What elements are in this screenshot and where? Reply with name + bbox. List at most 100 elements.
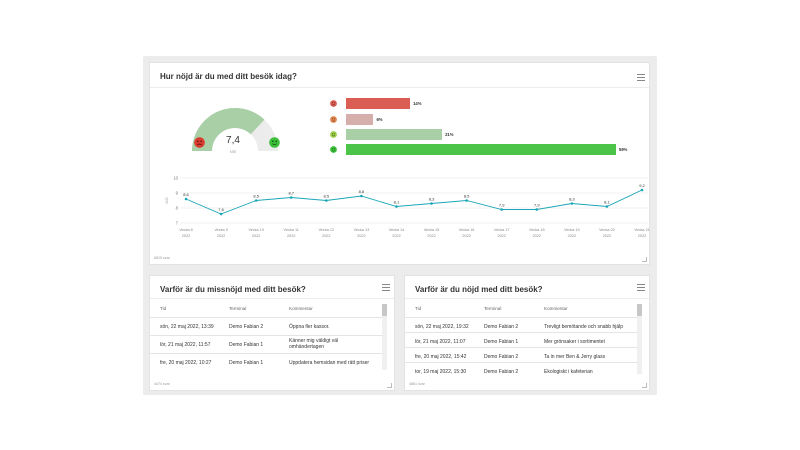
distribution-bar: [346, 144, 616, 155]
x-tick-label: Vecka 14: [389, 228, 405, 232]
scrollbar-thumb[interactable]: [637, 304, 642, 316]
data-label: 8,3: [569, 197, 575, 202]
data-point: [325, 199, 328, 202]
x-tick-label: Vecka 20: [599, 228, 615, 232]
data-point: [605, 205, 609, 208]
x-tick-year: 2022: [357, 234, 365, 238]
card-title: Varför är du nöjd med ditt besök?: [415, 285, 543, 294]
scrollbar-thumb[interactable]: [382, 304, 387, 316]
card-title: Varför är du missnöjd med ditt besök?: [160, 285, 306, 294]
x-tick-year: 2022: [217, 234, 225, 238]
column-header-terminal[interactable]: Terminal: [484, 306, 502, 311]
very-unhappy-face-icon: [330, 100, 337, 107]
x-tick-year: 2022: [392, 234, 400, 238]
data-label: 8,7: [288, 191, 294, 196]
column-header-time[interactable]: Tid: [160, 306, 167, 311]
cell-time: tor, 19 maj 2022, 15:30: [415, 369, 467, 375]
menu-icon[interactable]: [637, 74, 645, 81]
resize-handle[interactable]: [642, 383, 647, 388]
data-point: [465, 199, 468, 202]
column-header-terminal[interactable]: Terminal: [229, 306, 247, 311]
column-header-time[interactable]: Tid: [415, 306, 422, 311]
x-tick-label: Vecka 16: [459, 228, 475, 232]
distribution-label: 14%: [413, 101, 422, 106]
card-divider: [150, 298, 394, 299]
cell-comment: Öppna fler kassor.: [289, 324, 330, 330]
cell-comment: Uppdatera hemsidan med rätt priser: [289, 360, 370, 366]
very-happy-face-icon: [330, 146, 337, 153]
resize-handle[interactable]: [387, 383, 392, 388]
x-tick-year: 2022: [568, 234, 576, 238]
data-label: 8,1: [394, 200, 400, 205]
x-tick-label: Vecka 18: [529, 228, 545, 232]
distribution-label: 6%: [376, 117, 383, 122]
x-tick-year: 2022: [533, 234, 541, 238]
table-row[interactable]: fre, 20 maj 2022, 15:42 Demo Fabian 2 Ta…: [405, 347, 639, 366]
distribution-bar: [346, 98, 411, 109]
data-point: [535, 208, 539, 211]
unhappy-face-icon: [330, 116, 337, 123]
cell-comment: Mer grönsaker i sortimentet: [544, 339, 605, 345]
x-tick-label: Vecka 19: [564, 228, 580, 232]
data-label: 8,5: [253, 194, 259, 199]
data-label: 8,6: [183, 192, 189, 197]
gauge-fill: [192, 107, 265, 151]
table-row[interactable]: sön, 22 maj 2022, 13:39 Demo Fabian 2 Öp…: [150, 317, 384, 336]
table-row[interactable]: lör, 21 maj 2022, 11:07 Demo Fabian 1 Me…: [405, 332, 639, 351]
data-point: [184, 197, 188, 201]
data-point: [430, 202, 433, 205]
resize-handle[interactable]: [642, 257, 647, 262]
dissatisfied-card: Varför är du missnöjd med ditt besök? Ti…: [149, 275, 395, 391]
answer-count: 6815 svar: [154, 256, 170, 260]
data-label: 8,5: [324, 194, 330, 199]
data-point: [360, 194, 363, 198]
y-axis-label: NSI: [165, 198, 169, 204]
table-row[interactable]: fre, 20 maj 2022, 10:27 Demo Fabian 1 Up…: [150, 353, 384, 372]
cell-time: fre, 20 maj 2022, 10:27: [160, 360, 212, 366]
satisfaction-card: Hur nöjd är du med ditt besök idag? 7,4 …: [149, 62, 650, 265]
y-tick-label: 10: [173, 175, 178, 180]
gauge-unit: NSI: [229, 150, 237, 154]
gauge-value: 7,4: [226, 135, 240, 146]
data-point: [289, 196, 293, 199]
x-tick-label: Vecka 13: [354, 228, 370, 232]
nsi-trend-chart: 10 9 8 7 NSI 8,6 Vecka 8 2022 7,6 Vecka 9 2022 8,5 V…: [165, 175, 650, 238]
cell-terminal: Demo Fabian 1: [229, 360, 264, 366]
column-header-comment[interactable]: Kommentar: [289, 306, 313, 311]
data-point: [500, 208, 503, 211]
column-header-comment[interactable]: Kommentar: [544, 306, 568, 311]
data-label: 9,2: [639, 183, 645, 188]
x-tick-year: 2022: [638, 234, 646, 238]
card-divider: [405, 298, 649, 299]
x-tick-label: Vecka 10: [248, 228, 264, 232]
x-tick-year: 2022: [427, 234, 435, 238]
happy-face-icon: [330, 131, 337, 138]
x-tick-label: Vecka 21: [634, 228, 650, 232]
table-row[interactable]: lör, 21 maj 2022, 11:57 Demo Fabian 1 Kä…: [150, 335, 384, 354]
data-label: 7,9: [534, 203, 540, 208]
x-tick-year: 2022: [462, 234, 470, 238]
answer-count: 4474 svar: [154, 382, 170, 386]
data-label: 8,3: [429, 197, 435, 202]
cell-time: lör, 21 maj 2022, 11:57: [160, 342, 211, 348]
menu-icon[interactable]: [637, 284, 645, 291]
series-line: [185, 189, 643, 215]
very-happy-face-icon: [269, 135, 280, 148]
scrollbar[interactable]: [382, 304, 387, 370]
table-row[interactable]: sön, 22 maj 2022, 19:32 Demo Fabian 2 Tr…: [405, 317, 639, 336]
x-tick-label: Vecka 17: [494, 228, 510, 232]
cell-comment: Ta in mer Ben & Jerry glass: [544, 354, 606, 360]
distribution-bar: [346, 129, 443, 140]
cell-terminal: Demo Fabian 2: [229, 324, 264, 330]
cell-terminal: Demo Fabian 1: [229, 342, 264, 348]
x-tick-year: 2022: [603, 234, 611, 238]
answer-count: 4861 svar: [409, 382, 425, 386]
table-row[interactable]: tor, 19 maj 2022, 15:30 Demo Fabian 2 Ek…: [405, 362, 639, 381]
x-tick-year: 2022: [287, 234, 295, 238]
scrollbar[interactable]: [637, 304, 642, 374]
x-tick-label: Vecka 15: [424, 228, 440, 232]
menu-icon[interactable]: [382, 284, 390, 291]
y-tick-label: 7: [176, 220, 179, 225]
data-label: 7,9: [499, 203, 505, 208]
card-divider: [150, 87, 649, 88]
